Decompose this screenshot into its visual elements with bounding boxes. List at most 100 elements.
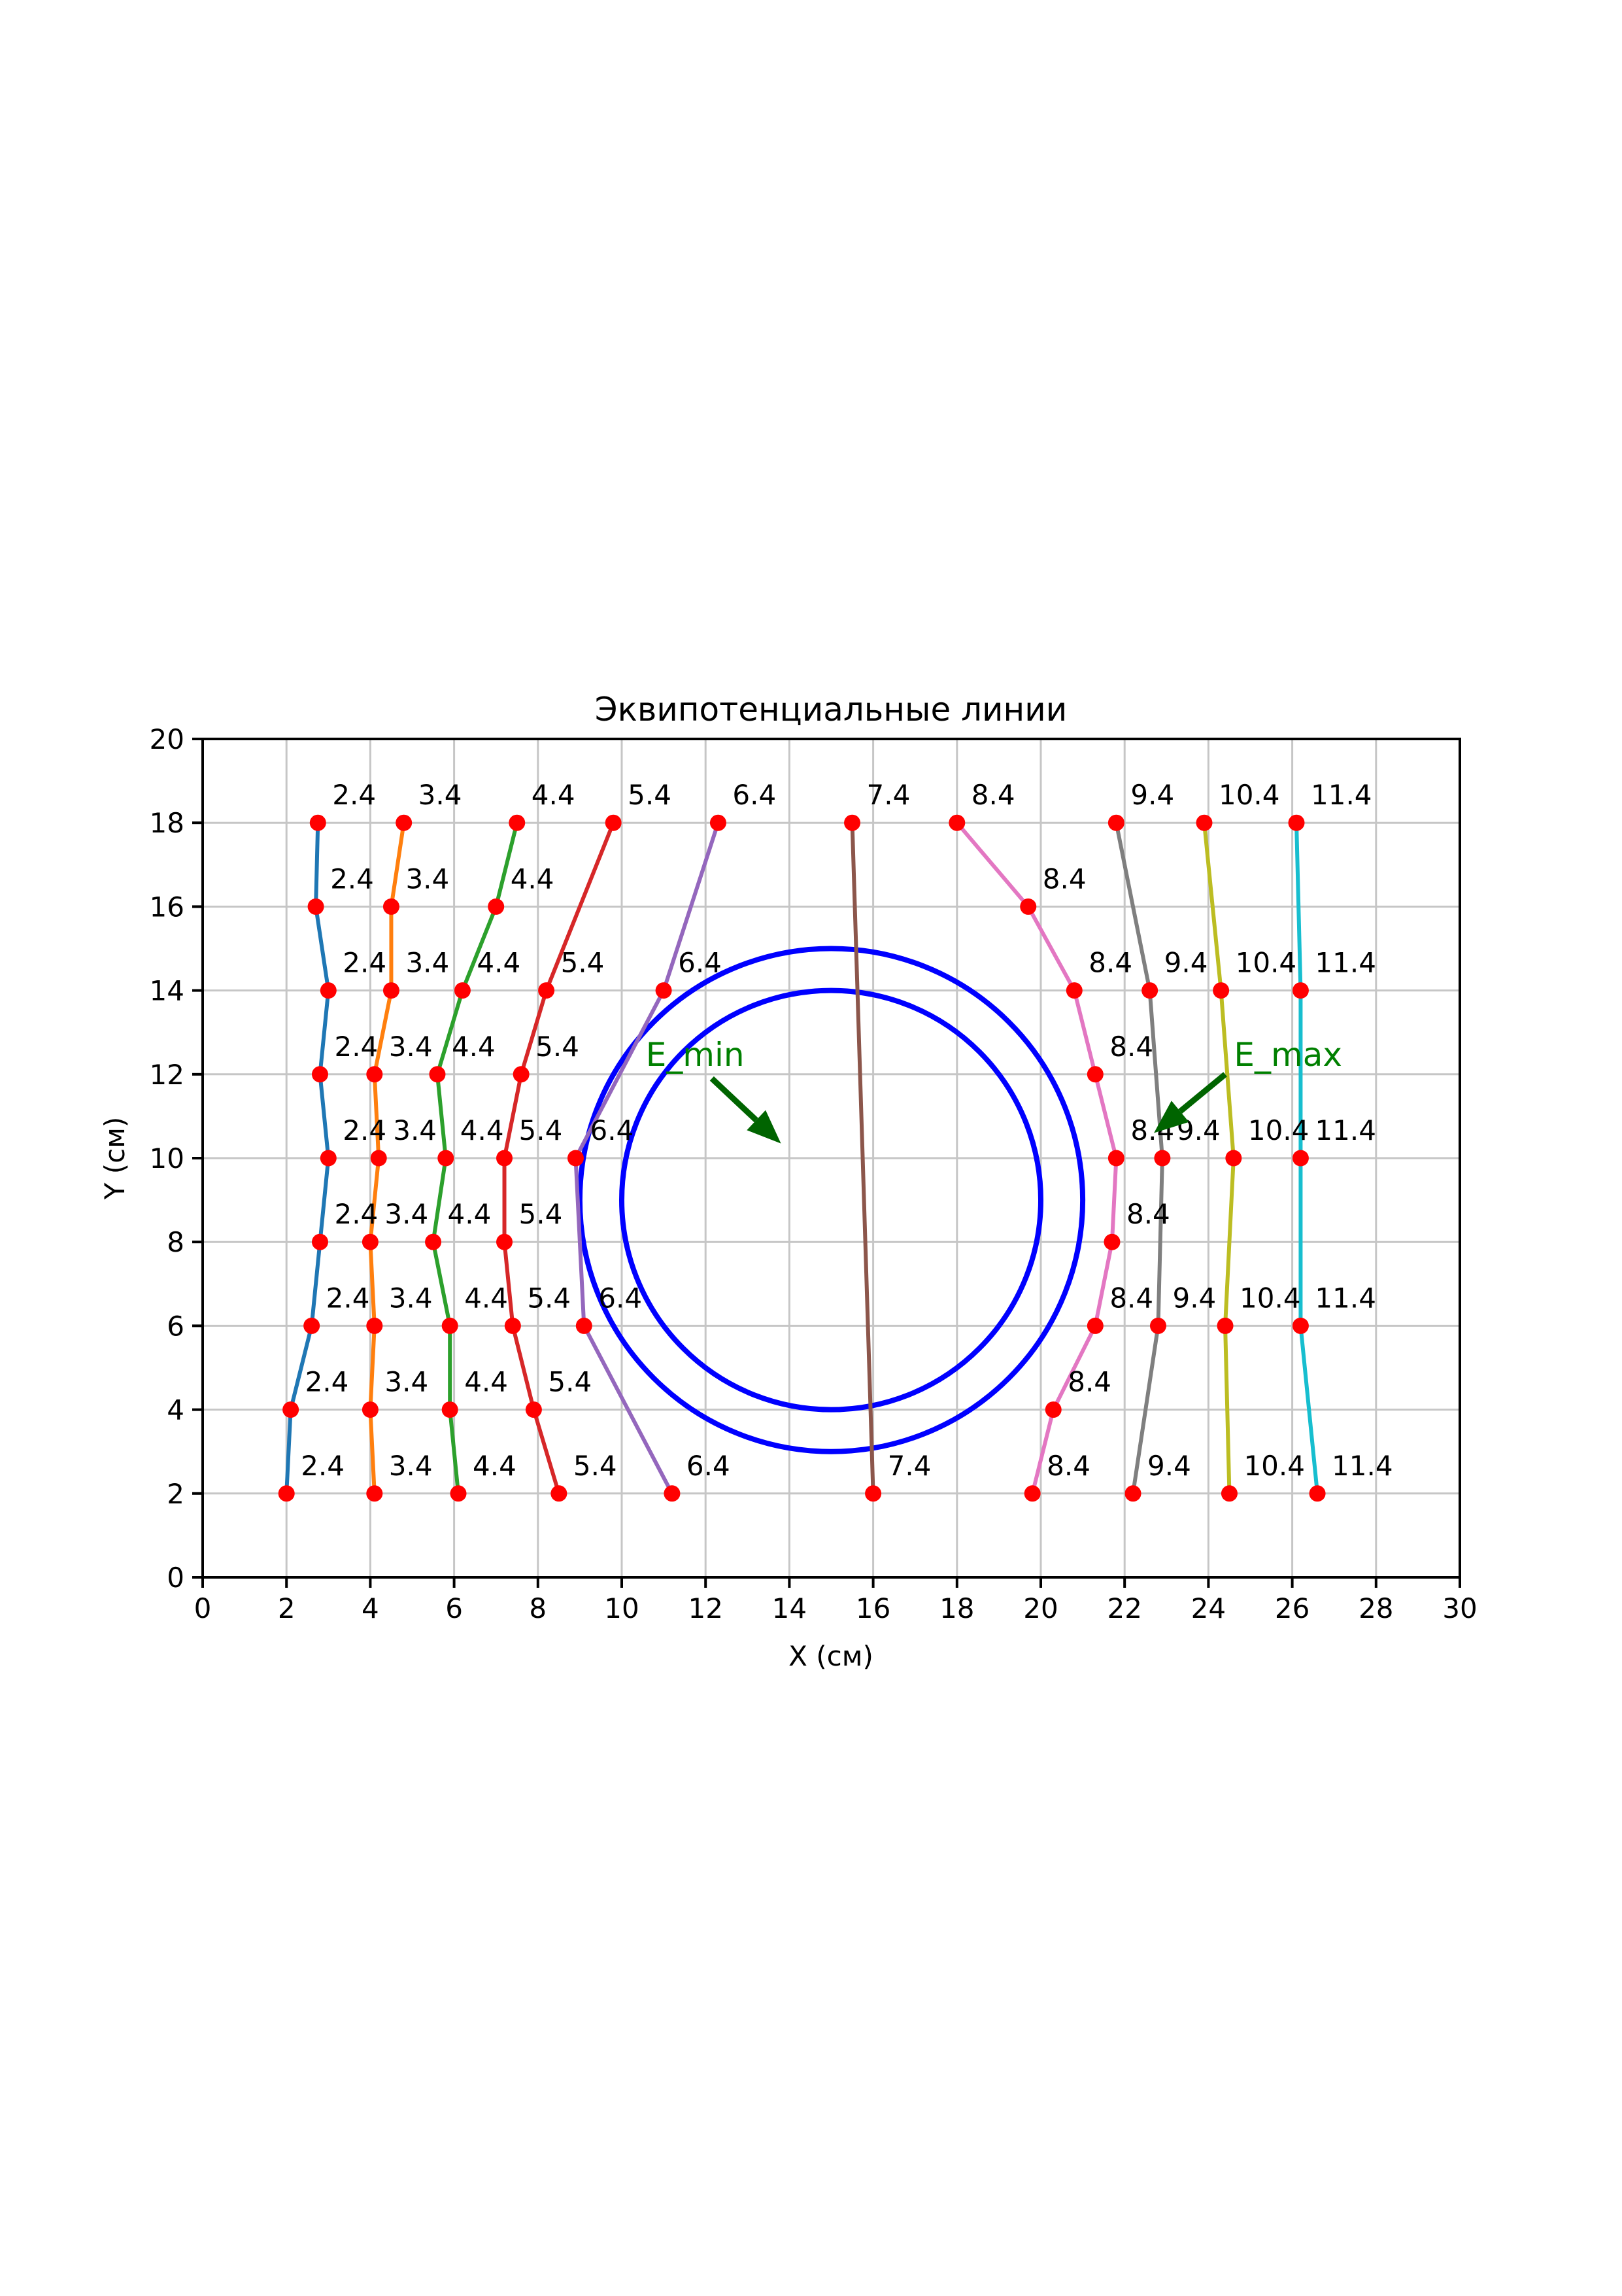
x-tick-label-2: 2 bbox=[278, 1592, 296, 1624]
data-point-4.4 bbox=[509, 814, 526, 831]
data-point-8.4 bbox=[1045, 1401, 1062, 1418]
point-label-11.4: 11.4 bbox=[1315, 1282, 1376, 1314]
y-tick-label-2: 2 bbox=[167, 1478, 184, 1510]
point-label-7.4: 7.4 bbox=[888, 1450, 932, 1482]
point-label-4.4: 4.4 bbox=[532, 779, 575, 811]
point-label-10.4: 10.4 bbox=[1248, 1114, 1309, 1146]
x-tick-label-22: 22 bbox=[1107, 1592, 1141, 1624]
x-tick-label-30: 30 bbox=[1442, 1592, 1477, 1624]
point-label-6.4: 6.4 bbox=[678, 947, 722, 979]
point-label-3.4: 3.4 bbox=[389, 1282, 433, 1314]
data-point-10.4 bbox=[1196, 814, 1213, 831]
data-point-6.4 bbox=[709, 814, 726, 831]
annotation-arrow-shaft-e_max bbox=[1178, 1072, 1227, 1114]
annotation-arrow-head-e_max bbox=[1154, 1101, 1189, 1133]
point-label-6.4: 6.4 bbox=[686, 1450, 730, 1482]
ticks-layer: 0 2 4 6 8 10 12 14 16 18 20 22 24 26 28 300246810121416… bbox=[150, 723, 1478, 1624]
data-point-3.4 bbox=[370, 1150, 387, 1167]
x-tick-label-4: 4 bbox=[362, 1592, 379, 1624]
point-label-4.4: 4.4 bbox=[452, 1031, 496, 1063]
point-label-3.4: 3.4 bbox=[405, 863, 449, 895]
data-point-4.4 bbox=[454, 982, 471, 999]
point-label-8.4: 8.4 bbox=[1047, 1450, 1090, 1482]
x-tick-label-6: 6 bbox=[445, 1592, 463, 1624]
chart-title: Эквипотенциальные линии bbox=[595, 691, 1068, 728]
point-label-5.4: 5.4 bbox=[561, 947, 605, 979]
data-point-3.4 bbox=[366, 1485, 383, 1502]
data-point-10.4 bbox=[1213, 982, 1230, 999]
data-point-5.4 bbox=[496, 1150, 513, 1167]
y-tick-label-16: 16 bbox=[150, 891, 184, 923]
point-label-3.4: 3.4 bbox=[389, 1450, 433, 1482]
point-label-11.4: 11.4 bbox=[1315, 947, 1376, 979]
series-line-7.4 bbox=[850, 823, 875, 1494]
point-label-9.4: 9.4 bbox=[1130, 779, 1174, 811]
data-point-11.4 bbox=[1292, 1317, 1309, 1334]
point-label-2.4: 2.4 bbox=[334, 1198, 378, 1230]
outer-circle bbox=[577, 946, 1086, 1454]
point-label-2.4: 2.4 bbox=[343, 947, 386, 979]
point-label-9.4: 9.4 bbox=[1172, 1282, 1216, 1314]
data-point-4.4 bbox=[488, 898, 505, 915]
data-point-9.4 bbox=[1154, 1150, 1171, 1167]
point-label-10.4: 10.4 bbox=[1243, 1450, 1305, 1482]
annotation-layer: E_min E_max bbox=[646, 1036, 1342, 1144]
data-point-6.4 bbox=[655, 982, 672, 999]
point-label-2.4: 2.4 bbox=[326, 1282, 370, 1314]
point-label-2.4: 2.4 bbox=[334, 1031, 378, 1063]
data-point-5.4 bbox=[538, 982, 555, 999]
data-point-2.4 bbox=[278, 1485, 295, 1502]
data-point-9.4 bbox=[1141, 982, 1158, 999]
data-point-2.4 bbox=[320, 1150, 337, 1167]
data-point-4.4 bbox=[425, 1233, 442, 1250]
data-point-8.4 bbox=[1020, 898, 1037, 915]
point-label-4.4: 4.4 bbox=[511, 863, 554, 895]
data-point-2.4 bbox=[282, 1401, 299, 1418]
data-point-2.4 bbox=[309, 814, 326, 831]
data-point-5.4 bbox=[550, 1485, 567, 1502]
point-label-2.4: 2.4 bbox=[330, 863, 374, 895]
data-point-2.4 bbox=[303, 1317, 320, 1334]
x-tick-label-8: 8 bbox=[529, 1592, 547, 1624]
data-point-2.4 bbox=[307, 898, 324, 915]
point-label-3.4: 3.4 bbox=[418, 779, 462, 811]
x-tick-label-20: 20 bbox=[1023, 1592, 1058, 1624]
annotation-arrow-head-e_min bbox=[747, 1110, 781, 1144]
data-point-2.4 bbox=[311, 1233, 328, 1250]
data-point-8.4 bbox=[1024, 1485, 1041, 1502]
data-point-11.4 bbox=[1309, 1485, 1326, 1502]
point-label-4.4: 4.4 bbox=[464, 1366, 508, 1398]
point-label-2.4: 2.4 bbox=[343, 1114, 386, 1146]
data-point-4.4 bbox=[429, 1066, 446, 1083]
data-point-3.4 bbox=[382, 898, 399, 915]
data-point-9.4 bbox=[1124, 1485, 1141, 1502]
data-point-10.4 bbox=[1217, 1317, 1234, 1334]
data-point-8.4 bbox=[1104, 1233, 1121, 1250]
electrode-circles-layer bbox=[577, 946, 1086, 1454]
data-point-10.4 bbox=[1225, 1150, 1242, 1167]
data-point-5.4 bbox=[496, 1233, 513, 1250]
point-label-11.4: 11.4 bbox=[1315, 1114, 1376, 1146]
x-tick-label-28: 28 bbox=[1359, 1592, 1393, 1624]
point-label-5.4: 5.4 bbox=[527, 1282, 571, 1314]
data-point-4.4 bbox=[437, 1150, 454, 1167]
point-label-5.4: 5.4 bbox=[548, 1366, 592, 1398]
data-point-5.4 bbox=[525, 1401, 542, 1418]
annotation-text-e_max: E_max bbox=[1234, 1036, 1342, 1074]
point-label-2.4: 2.4 bbox=[305, 1366, 349, 1398]
annotation-arrow-shaft-e_min bbox=[709, 1076, 758, 1123]
y-tick-label-0: 0 bbox=[167, 1562, 184, 1594]
point-label-5.4: 5.4 bbox=[535, 1031, 579, 1063]
data-point-7.4 bbox=[865, 1485, 882, 1502]
data-point-4.4 bbox=[441, 1317, 458, 1334]
y-tick-label-6: 6 bbox=[167, 1310, 184, 1342]
point-label-4.4: 4.4 bbox=[477, 947, 520, 979]
point-label-layer: 2.42.42.42.42.42.42.42.42.43.43.43.43.43… bbox=[301, 779, 1393, 1482]
point-label-6.4: 6.4 bbox=[590, 1114, 634, 1146]
point-label-5.4: 5.4 bbox=[519, 1114, 563, 1146]
point-label-3.4: 3.4 bbox=[384, 1198, 428, 1230]
x-tick-label-24: 24 bbox=[1191, 1592, 1226, 1624]
point-label-8.4: 8.4 bbox=[1109, 1031, 1153, 1063]
point-label-10.4: 10.4 bbox=[1240, 1282, 1301, 1314]
point-label-6.4: 6.4 bbox=[732, 779, 776, 811]
